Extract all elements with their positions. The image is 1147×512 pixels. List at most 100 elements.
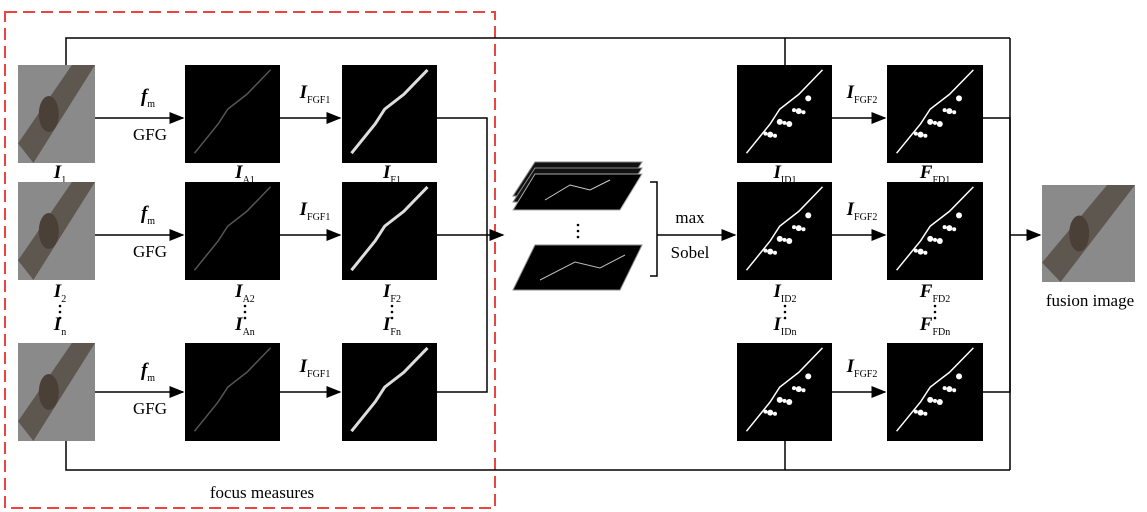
image-content <box>918 410 924 416</box>
image-content <box>764 132 768 136</box>
image <box>1042 185 1135 282</box>
image-content <box>937 121 943 127</box>
image-content <box>796 108 802 114</box>
image-content <box>796 225 802 231</box>
image-content <box>783 121 787 125</box>
image-content <box>923 251 927 255</box>
image-content <box>943 225 947 229</box>
image-content <box>956 373 962 379</box>
image-content <box>914 249 918 253</box>
operator-label: fm <box>141 360 155 384</box>
image-content <box>773 251 777 255</box>
filter-label: IFGF2 <box>846 356 878 380</box>
output-label: fusion image <box>1046 291 1134 310</box>
image-content <box>773 134 777 138</box>
focus-label: IF2 <box>382 281 401 305</box>
image-content <box>914 410 918 414</box>
image <box>342 343 437 441</box>
filter-label: IFGF1 <box>299 199 331 223</box>
image-content <box>805 95 811 101</box>
image-content <box>805 212 811 218</box>
image <box>342 182 437 280</box>
label-sub: IDn <box>781 327 797 338</box>
ellipsis <box>784 317 787 320</box>
label-sub: FD2 <box>932 294 950 305</box>
image-content <box>952 227 956 231</box>
label-main: F <box>919 281 933 302</box>
ellipsis <box>244 311 247 314</box>
image-content <box>933 121 937 125</box>
label-sub: FGF2 <box>854 95 877 106</box>
image-content <box>792 386 796 390</box>
ellipsis <box>934 305 937 308</box>
filter-label: IFGF1 <box>299 82 331 106</box>
image-content <box>39 213 59 249</box>
label-sub: m <box>147 216 155 227</box>
image-content <box>927 397 933 403</box>
image-content <box>786 121 792 127</box>
image-content <box>937 238 943 244</box>
ellipsis <box>784 305 787 308</box>
image-content <box>796 386 802 392</box>
image-content <box>767 410 773 416</box>
stack <box>513 162 642 290</box>
image <box>18 343 95 441</box>
operation: Sobel <box>671 243 710 262</box>
image-content <box>767 249 773 255</box>
image-content <box>39 374 59 410</box>
image-content <box>792 108 796 112</box>
image-content <box>956 212 962 218</box>
image-content <box>786 399 792 405</box>
image-content <box>927 236 933 242</box>
label-sub: FGF1 <box>307 369 330 380</box>
operator-name: GFG <box>133 399 167 418</box>
ellipsis <box>59 311 62 314</box>
image-content <box>956 95 962 101</box>
label-sub: An <box>243 327 255 338</box>
label-sub: Fn <box>390 327 401 338</box>
image-content <box>946 386 952 392</box>
label-sub: FGF1 <box>307 95 330 106</box>
image-content <box>943 386 947 390</box>
operator-label: fm <box>141 86 155 110</box>
label-sub: n <box>61 327 66 338</box>
ellipsis <box>934 311 937 314</box>
image-content <box>792 225 796 229</box>
activity-label: IA2 <box>234 281 255 305</box>
label-sub: ID2 <box>781 294 797 305</box>
operator-label: fm <box>141 203 155 227</box>
image-content <box>802 110 806 114</box>
image-content <box>786 238 792 244</box>
filter-label: IFGF2 <box>846 82 878 106</box>
focus-region-label: focus measures <box>210 483 314 502</box>
label-sub: m <box>147 373 155 384</box>
image-content <box>1069 216 1089 252</box>
image-content <box>943 108 947 112</box>
image-content <box>39 96 59 132</box>
image <box>887 343 983 441</box>
image-content <box>777 236 783 242</box>
image-content <box>764 410 768 414</box>
operator-name: GFG <box>133 125 167 144</box>
ellipsis <box>391 311 394 314</box>
image <box>887 182 983 280</box>
image-content <box>777 397 783 403</box>
image-content <box>933 399 937 403</box>
image <box>342 65 437 163</box>
image <box>737 65 832 163</box>
label-sub: FGF2 <box>854 369 877 380</box>
image-content <box>783 238 787 242</box>
ellipsis <box>391 317 394 320</box>
image-content <box>767 132 773 138</box>
image-content <box>923 412 927 416</box>
image-content <box>952 388 956 392</box>
image <box>18 182 95 280</box>
label-sub: FGF1 <box>307 212 330 223</box>
image <box>18 65 95 163</box>
image-content <box>802 388 806 392</box>
label-sub: A2 <box>243 294 255 305</box>
image-content <box>805 373 811 379</box>
image <box>185 182 280 280</box>
ellipsis <box>59 305 62 308</box>
image-content <box>918 249 924 255</box>
